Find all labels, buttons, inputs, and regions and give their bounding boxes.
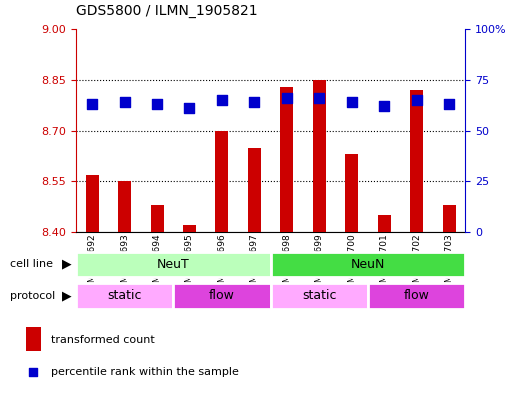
Text: transformed count: transformed count [51,334,154,345]
Bar [368,283,465,309]
Point [413,97,421,103]
Bar [141,29,173,232]
Text: NeuN: NeuN [351,258,385,271]
Text: percentile rank within the sample: percentile rank within the sample [51,367,238,377]
Point [348,99,356,105]
Bar [401,29,433,232]
Text: ▶: ▶ [62,257,71,271]
Text: cell line: cell line [10,259,53,269]
Point [380,103,389,110]
Text: flow: flow [209,289,235,302]
Bar [410,90,423,232]
Point [250,99,258,105]
Bar [26,327,41,351]
Text: protocol: protocol [10,290,56,301]
Bar [238,29,271,232]
Bar [173,283,271,309]
Bar [271,29,303,232]
Bar [303,29,336,232]
Bar [108,29,141,232]
Bar [433,29,465,232]
Bar [378,215,391,232]
Bar [280,87,293,232]
Bar [76,283,173,309]
Bar [336,29,368,232]
Bar [345,154,358,232]
Point [445,101,453,108]
Bar [173,29,206,232]
Point [463,195,471,202]
Bar [248,147,261,232]
Point [153,101,161,108]
Bar [215,131,229,232]
Point [88,101,96,108]
Bar [76,29,108,232]
Bar [206,29,238,232]
Bar [151,205,164,232]
Text: flow: flow [404,289,430,302]
Bar [313,80,326,232]
Bar [368,29,401,232]
Text: NeuT: NeuT [157,258,190,271]
Bar [271,283,368,309]
Bar [76,252,271,277]
Point [283,95,291,101]
Point [315,95,324,101]
Point [218,97,226,103]
Bar [118,181,131,232]
Bar [271,252,465,277]
Point [185,105,194,112]
Bar [86,174,98,232]
Bar [183,225,196,232]
Point [120,99,129,105]
Text: ▶: ▶ [62,289,71,302]
Text: static: static [107,289,142,302]
Bar [443,205,456,232]
Text: static: static [302,289,337,302]
Text: GDS5800 / ILMN_1905821: GDS5800 / ILMN_1905821 [76,4,257,18]
